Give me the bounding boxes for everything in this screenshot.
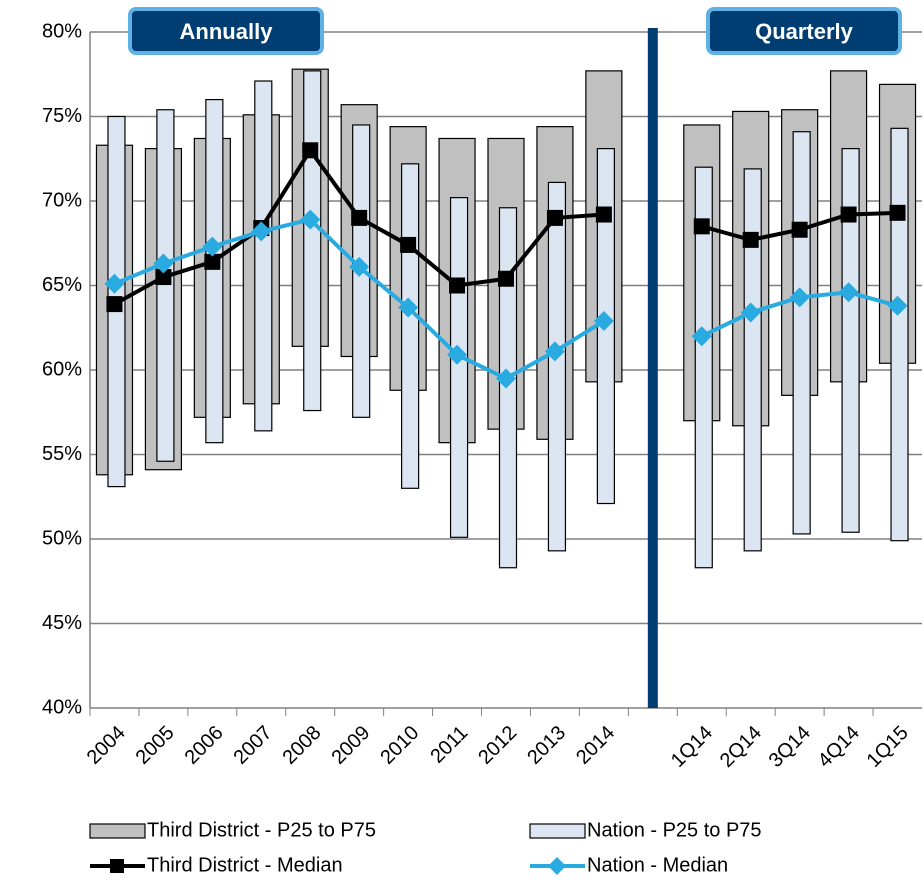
legend-swatch — [89, 823, 146, 839]
x-tick-label: 1Q14 — [667, 722, 717, 772]
x-tick-label: 2008 — [278, 722, 325, 769]
point-marker — [546, 209, 563, 226]
point-marker — [106, 296, 123, 313]
point-marker — [742, 231, 759, 248]
range-bar — [498, 207, 518, 569]
y-tick-label: 50% — [42, 527, 82, 549]
point-marker — [400, 236, 417, 253]
point-marker — [693, 218, 710, 235]
point-marker — [595, 206, 612, 223]
x-tick-label: 2010 — [376, 722, 423, 769]
range-bar — [254, 80, 273, 432]
point-marker — [791, 221, 808, 238]
x-tick-label: 2009 — [327, 722, 374, 769]
point-marker — [496, 368, 516, 389]
range-bar — [547, 181, 567, 552]
x-tick-label: 3Q14 — [765, 722, 815, 772]
point-marker — [840, 206, 857, 223]
legend-marker — [548, 857, 566, 875]
point-marker — [302, 142, 319, 159]
point-marker — [349, 256, 370, 277]
range-bar — [694, 166, 713, 569]
point-marker — [447, 344, 468, 365]
range-bar — [841, 148, 860, 533]
point-marker — [351, 209, 368, 226]
point-marker — [593, 310, 614, 331]
legend-swatch — [529, 823, 586, 839]
x-tick-label: 4Q14 — [814, 722, 864, 772]
legend-label: Nation - P25 to P75 — [587, 819, 762, 841]
point-marker — [789, 287, 810, 308]
point-marker — [398, 297, 419, 318]
point-marker — [691, 326, 712, 347]
range-bar — [890, 127, 909, 542]
annotation-box — [128, 7, 324, 55]
x-tick-label: 2Q14 — [716, 722, 766, 772]
point-marker — [155, 269, 172, 286]
x-tick-label: 1Q15 — [863, 722, 913, 772]
point-marker — [251, 221, 272, 242]
legend-label: Third District - P25 to P75 — [147, 819, 376, 841]
annotation-box — [706, 7, 902, 55]
annotation: Quarterly — [755, 19, 854, 44]
x-tick-label: 2007 — [230, 722, 277, 769]
x-tick-label: 2006 — [181, 722, 228, 769]
point-marker — [740, 302, 761, 323]
y-tick-label: 75% — [42, 105, 82, 127]
legend-label: Third District - Median — [147, 854, 343, 876]
point-marker — [838, 282, 859, 303]
range-bar — [156, 109, 175, 462]
x-tick-label: 2005 — [132, 722, 179, 769]
point-marker — [449, 277, 466, 294]
point-marker — [889, 204, 906, 221]
y-tick-label: 60% — [42, 358, 82, 380]
y-tick-label: 80% — [42, 20, 82, 42]
range-bar — [303, 70, 322, 412]
point-marker — [887, 295, 908, 316]
annotation: Annually — [180, 19, 274, 44]
x-tick-label: 2012 — [474, 722, 521, 769]
y-tick-label: 65% — [42, 274, 82, 296]
point-marker — [300, 209, 321, 230]
range-bar — [449, 197, 469, 538]
legend-marker — [110, 859, 124, 873]
x-tick-label: 2013 — [523, 722, 570, 769]
point-marker — [104, 273, 125, 294]
point-marker — [498, 270, 514, 287]
range-bar — [205, 98, 224, 444]
legend-label: Nation - Median — [587, 854, 728, 876]
point-marker — [204, 253, 221, 270]
range-bar — [743, 168, 762, 552]
x-tick-label: 2014 — [572, 722, 619, 769]
y-tick-label: 70% — [42, 189, 82, 211]
point-marker — [202, 236, 223, 257]
y-tick-label: 45% — [42, 612, 82, 634]
point-marker — [153, 253, 174, 274]
point-marker — [544, 341, 565, 362]
x-tick-label: 2004 — [83, 722, 130, 769]
range-bar — [401, 163, 420, 489]
y-tick-label: 55% — [42, 443, 82, 465]
range-bar — [792, 131, 811, 535]
x-tick-label: 2011 — [426, 722, 472, 768]
y-tick-label: 40% — [42, 696, 82, 718]
